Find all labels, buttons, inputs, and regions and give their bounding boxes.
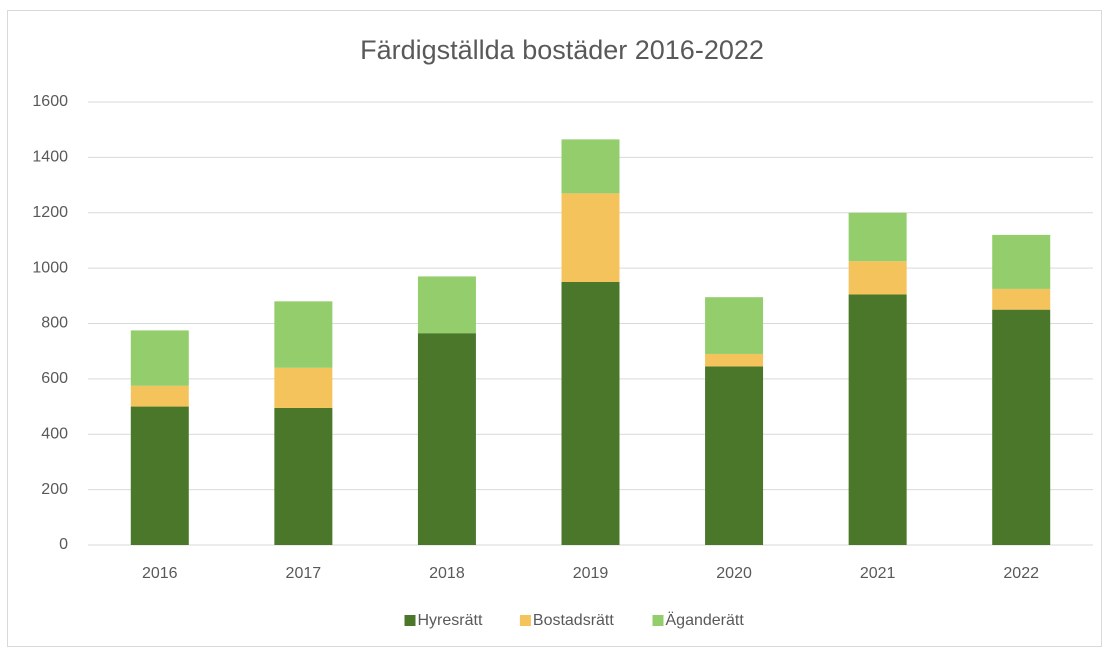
y-tick-label: 1400 xyxy=(32,149,68,166)
bar-segment xyxy=(705,366,764,545)
legend-swatch xyxy=(519,615,531,626)
legend-swatch xyxy=(652,615,664,626)
bar-segment xyxy=(274,301,333,368)
bar-segment xyxy=(705,297,764,354)
x-tick-label: 2021 xyxy=(860,565,896,582)
legend-label: Hyresrätt xyxy=(418,612,483,629)
x-tick-label: 2019 xyxy=(573,565,609,582)
legend-label: Äganderätt xyxy=(666,611,745,629)
y-tick-label: 600 xyxy=(41,370,68,387)
bar-segment xyxy=(417,333,476,545)
bar-segment xyxy=(848,261,907,295)
x-tick-label: 2020 xyxy=(716,565,752,582)
y-tick-label: 1000 xyxy=(32,259,68,276)
legend-label: Bostadsrätt xyxy=(533,612,614,629)
y-tick-label: 200 xyxy=(41,481,68,498)
bar-segment xyxy=(992,309,1051,545)
bar-segment xyxy=(561,139,620,194)
bar-segment xyxy=(561,281,620,545)
y-tick-label: 1600 xyxy=(32,93,68,110)
x-tick-label: 2017 xyxy=(286,565,322,582)
legend-swatch xyxy=(404,615,416,626)
bar-segment xyxy=(417,276,476,334)
bar-segment xyxy=(992,234,1051,289)
bar-segment xyxy=(274,367,333,408)
x-tick-label: 2016 xyxy=(142,565,178,582)
bar-segment xyxy=(848,294,907,545)
bar-segment xyxy=(992,288,1051,310)
chart-frame xyxy=(7,10,1102,647)
bar-segment xyxy=(561,193,620,282)
bar-segment xyxy=(130,385,189,407)
x-tick-label: 2018 xyxy=(429,565,465,582)
bar-segment xyxy=(130,330,189,386)
y-tick-label: 400 xyxy=(41,425,68,442)
y-tick-label: 0 xyxy=(59,536,68,553)
y-tick-label: 1200 xyxy=(32,204,68,221)
chart-title: Färdigställda bostäder 2016-2022 xyxy=(360,35,764,65)
y-tick-label: 800 xyxy=(41,315,68,332)
bar-segment xyxy=(274,407,333,545)
bar-segment xyxy=(848,212,907,262)
bar-segment xyxy=(705,353,764,367)
x-tick-label: 2022 xyxy=(1003,565,1039,582)
bar-segment xyxy=(130,406,189,545)
